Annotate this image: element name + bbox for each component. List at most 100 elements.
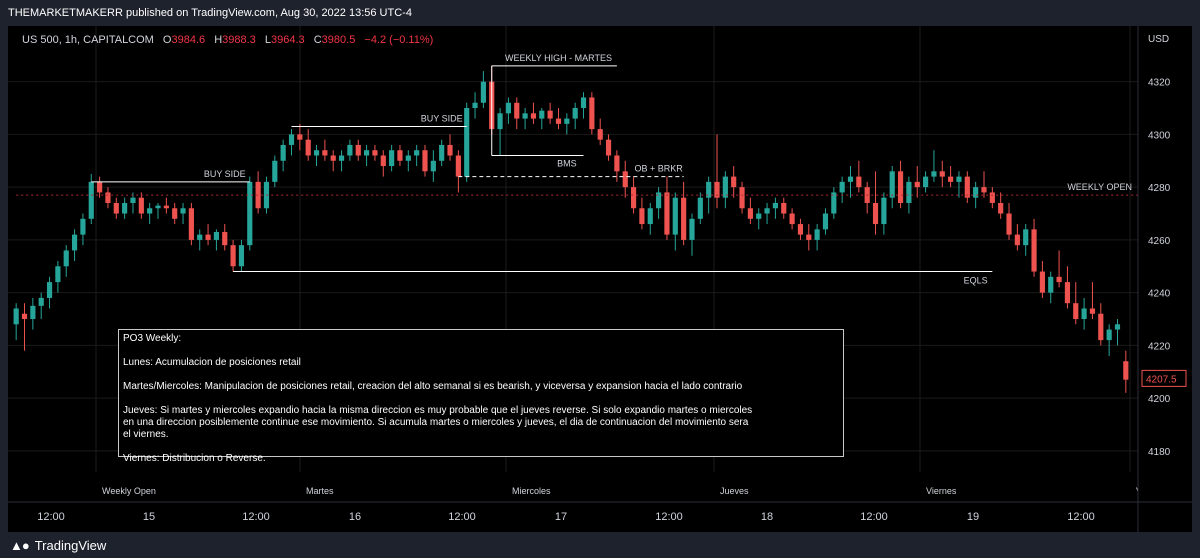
candle-up[interactable] [88, 181, 94, 219]
candle-down[interactable] [589, 97, 595, 130]
candle-down[interactable] [614, 155, 620, 172]
candle-up[interactable] [522, 113, 528, 119]
candle-up[interactable] [847, 176, 854, 182]
candle-down[interactable] [964, 176, 970, 198]
candle-up[interactable] [55, 266, 61, 283]
candle-up[interactable] [180, 208, 186, 214]
candle-down[interactable] [372, 150, 378, 156]
candle-up[interactable] [1081, 308, 1087, 320]
candle-up[interactable] [464, 108, 470, 177]
candle-down[interactable] [998, 202, 1004, 214]
candle-down[interactable] [747, 208, 753, 219]
candle-down[interactable] [664, 192, 670, 235]
candle-up[interactable] [439, 144, 445, 161]
candle-up[interactable] [764, 208, 770, 214]
candle-down[interactable] [1006, 213, 1012, 235]
candle-up[interactable] [931, 171, 937, 177]
candle-up[interactable] [1048, 276, 1054, 293]
candle-up[interactable] [122, 202, 128, 214]
candle-down[interactable] [989, 192, 995, 203]
candle-up[interactable] [889, 171, 895, 198]
candle-up[interactable] [1106, 329, 1112, 341]
candle-down[interactable] [714, 181, 720, 198]
candle-up[interactable] [280, 144, 286, 161]
candle-down[interactable] [1039, 271, 1045, 293]
candle-up[interactable] [1023, 229, 1029, 246]
candle-down[interactable] [948, 176, 954, 182]
candle-down[interactable] [1123, 361, 1129, 380]
candle-up[interactable] [38, 297, 44, 306]
candle-up[interactable] [213, 231, 219, 240]
candle-down[interactable] [555, 118, 562, 124]
candle-up[interactable] [505, 102, 512, 114]
price-chart[interactable]: Weekly Open Martes Miercoles Jueves Viernes V… [8, 26, 1192, 532]
candle-down[interactable] [856, 176, 862, 188]
candle-up[interactable] [822, 213, 829, 230]
candle-down[interactable] [1031, 229, 1037, 272]
candle-down[interactable] [455, 155, 461, 177]
candle-down[interactable] [897, 171, 904, 203]
candle-down[interactable] [447, 144, 453, 156]
candle-up[interactable] [347, 144, 353, 156]
candle-up[interactable] [647, 208, 653, 225]
candle-down[interactable] [355, 144, 361, 156]
candle-down[interactable] [872, 202, 879, 225]
candle-down[interactable] [322, 150, 328, 156]
candle-up[interactable] [923, 176, 929, 188]
candle-down[interactable] [605, 139, 612, 156]
candle-down[interactable] [981, 187, 987, 193]
candle-up[interactable] [689, 218, 695, 240]
candle-up[interactable] [480, 81, 486, 103]
candle-up[interactable] [881, 197, 887, 225]
candle-up[interactable] [814, 229, 820, 240]
candle-down[interactable] [514, 102, 520, 119]
candle-down[interactable] [230, 245, 236, 267]
candle-up[interactable] [288, 134, 295, 145]
candle-down[interactable] [188, 208, 194, 240]
candle-down[interactable] [305, 139, 311, 156]
candle-down[interactable] [222, 231, 228, 246]
candle-down[interactable] [163, 205, 169, 209]
candle-down[interactable] [1073, 303, 1079, 320]
candle-down[interactable] [1089, 308, 1096, 314]
candle-down[interactable] [789, 213, 795, 225]
candle-up[interactable] [238, 245, 245, 267]
candle-down[interactable] [172, 208, 178, 219]
candle-up[interactable] [564, 118, 570, 124]
price-axis[interactable] [1138, 26, 1192, 532]
candle-down[interactable] [422, 150, 428, 172]
candle-up[interactable] [1114, 324, 1121, 330]
candle-up[interactable] [656, 192, 662, 209]
candle-down[interactable] [597, 129, 603, 140]
candle-up[interactable] [80, 218, 86, 235]
candle-up[interactable] [364, 150, 370, 156]
candle-down[interactable] [138, 197, 144, 214]
candle-down[interactable] [205, 234, 211, 240]
candle-down[interactable] [1056, 276, 1062, 283]
candle-up[interactable] [672, 197, 678, 235]
candle-down[interactable] [330, 155, 336, 161]
candle-up[interactable] [472, 102, 478, 109]
candle-up[interactable] [956, 176, 962, 182]
candle-up[interactable] [697, 197, 703, 219]
candle-down[interactable] [21, 313, 28, 320]
candle-up[interactable] [147, 208, 153, 214]
candle-up[interactable] [71, 234, 78, 251]
candle-up[interactable] [497, 113, 503, 130]
tradingview-logo[interactable]: ▲● TradingView [10, 538, 106, 553]
candle-up[interactable] [756, 213, 762, 219]
po3-notes-box[interactable]: PO3 Weekly: Lunes: Acumulacion de posici… [118, 329, 844, 464]
candle-up[interactable] [722, 176, 728, 198]
candle-up[interactable] [338, 155, 345, 161]
candle-down[interactable] [731, 176, 737, 188]
candle-down[interactable] [939, 171, 945, 177]
candle-up[interactable] [30, 305, 36, 320]
candle-down[interactable] [914, 181, 920, 188]
candle-up[interactable] [706, 181, 712, 198]
candle-up[interactable] [430, 160, 436, 172]
candle-down[interactable] [97, 181, 103, 193]
candle-down[interactable] [739, 187, 745, 209]
candle-up[interactable] [539, 110, 545, 119]
candle-down[interactable] [1064, 282, 1071, 304]
chart-area[interactable]: Weekly Open Martes Miercoles Jueves Viernes V… [8, 26, 1192, 532]
